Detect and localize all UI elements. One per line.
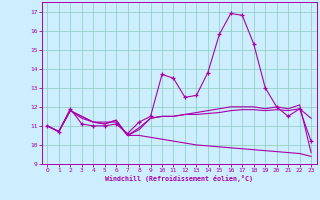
X-axis label: Windchill (Refroidissement éolien,°C): Windchill (Refroidissement éolien,°C) (105, 175, 253, 182)
